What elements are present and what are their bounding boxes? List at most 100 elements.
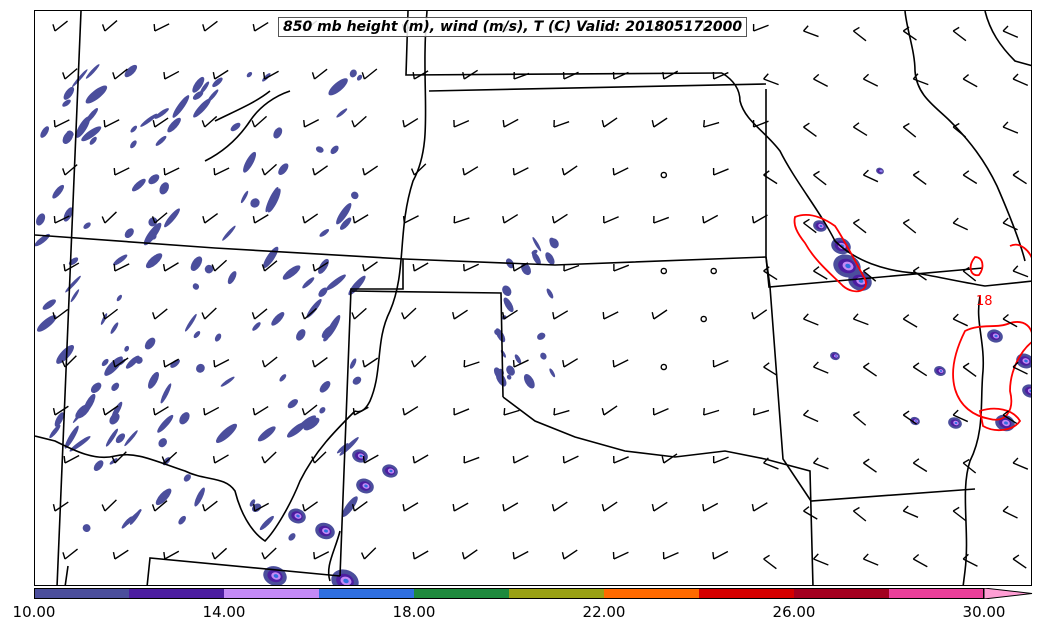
wind-barb [412,550,429,560]
shading-blob [506,374,512,380]
shading-blob [503,297,514,313]
shading-blob [124,228,134,239]
wind-barb [252,214,269,224]
shading-blob [155,488,172,506]
wind-barb [952,506,967,522]
wind-barb [312,261,329,272]
shading-blob [54,412,65,427]
colorbar-tick-label: 30.00 [962,603,1006,621]
wind-barb [952,26,967,42]
wind-barb [463,359,480,368]
wind-barb [962,362,977,377]
wind-barb [502,118,519,128]
shading-blob [140,113,158,127]
shading-blob [915,420,917,422]
wind-barb [462,69,479,80]
wind-barb [902,314,918,328]
wind-barb [661,453,678,464]
wind-barb [361,68,378,80]
shading-blob [148,371,159,389]
wind-barb [452,309,468,320]
wind-barb [103,119,120,128]
shading-blob [56,344,75,364]
calm-wind-circle [700,315,708,323]
border-line [35,234,767,266]
wind-barb [902,218,917,234]
shading-blob [65,275,81,293]
shading-blob [190,256,203,271]
wind-barb [852,218,867,234]
shading-blob [196,363,205,373]
wind-barb [563,263,580,272]
colorbar-bin [604,588,700,599]
shading-blob [1024,359,1028,363]
wind-barb [453,407,470,416]
wind-barb [151,500,168,512]
wind-barb [752,23,769,32]
wind-barb [153,23,170,32]
wind-barbs [52,20,1029,570]
shading-blob [75,116,91,138]
shading-blob [319,381,331,393]
wind-barb [612,167,629,176]
temperature-contour [793,213,867,293]
wind-barb [163,70,180,80]
shading-blob [113,254,128,266]
wind-barb [362,165,379,176]
wind-barb [712,550,729,560]
wind-barb [803,122,817,137]
shading-blob [230,122,241,132]
shading-blob [249,499,256,507]
wind-barb [551,501,568,512]
wind-barb [163,167,180,176]
shading-blob [35,233,50,247]
shading-blob [184,313,197,332]
wind-barb [261,451,277,464]
shading-blob [330,145,339,155]
wind-barb [752,119,769,128]
wind-barb [712,455,729,464]
wind-barb [362,454,379,464]
wind-barb [102,405,119,416]
wind-barb [152,117,169,128]
wind-barb [52,501,69,512]
shading-blob [220,376,235,387]
wind-barb [562,358,579,368]
shading-blob [90,382,102,394]
wind-barb [101,211,117,224]
border-line [765,256,976,502]
wind-barb [252,21,269,32]
contour-label: 18 [976,294,993,309]
shading-blob [389,469,393,473]
shading-blob [240,190,249,204]
shading-blob [532,237,542,252]
wind-barb [162,262,179,272]
shading-blob [939,370,943,372]
wind-barb [912,362,928,377]
shading-blob [540,352,547,360]
border-line [428,83,767,92]
wind-barb [452,502,469,512]
shading-blob [64,425,79,449]
river-line [721,72,1031,287]
wind-barb [52,405,69,416]
shading-blob [89,136,97,145]
wind-barb [213,167,230,176]
wind-barb [261,356,278,368]
wind-barb [351,115,367,128]
wind-barb [412,70,429,80]
wind-barb [312,165,329,176]
shading-blob [83,222,91,229]
wind-barb [112,357,129,368]
shading-blob [336,108,348,118]
wind-barb [512,262,529,272]
shading-blob [819,224,823,228]
wind-barb [803,218,817,234]
wind-barb [962,73,978,88]
wind-barb [902,410,917,425]
shading-blob [68,257,79,266]
wind-barb [612,359,629,368]
shading-blob [273,574,279,578]
shading-blob [157,414,174,433]
river-line [204,90,291,162]
